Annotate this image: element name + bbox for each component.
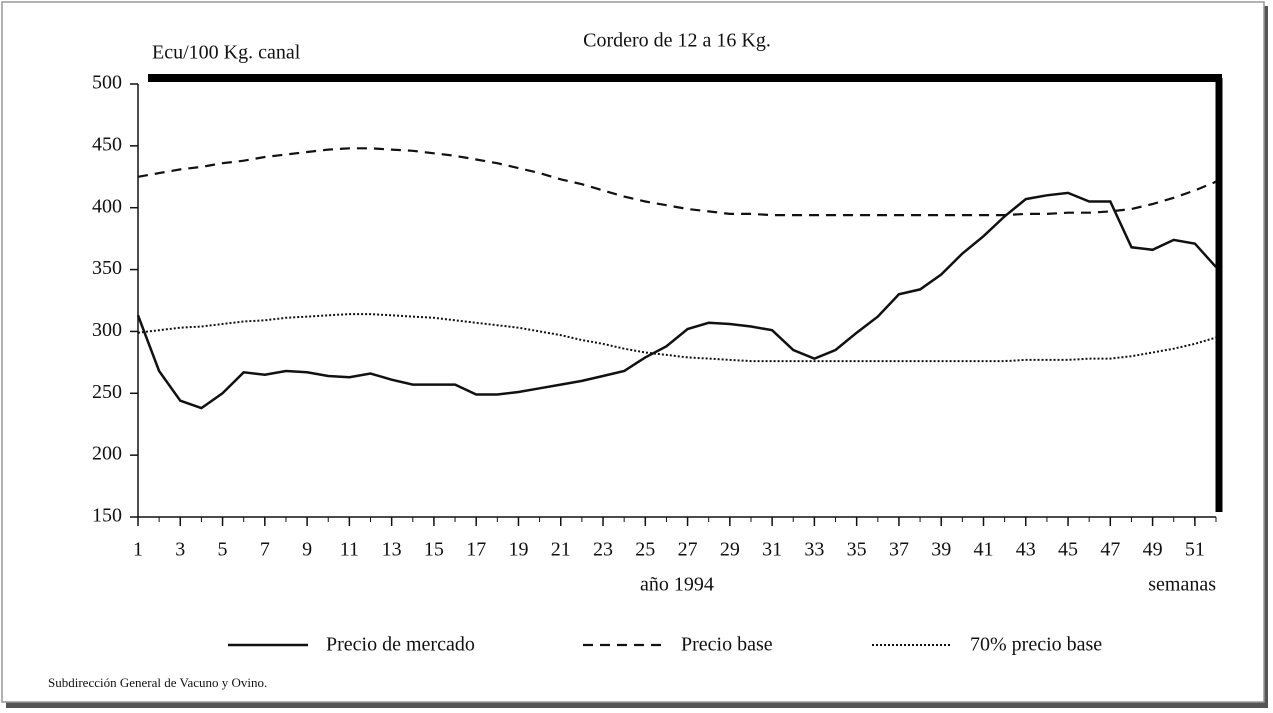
y-tick-label: 450 [92,133,122,155]
x-tick-label: 3 [175,539,185,561]
x-tick-label: 1 [133,539,143,561]
x-tick-label: 51 [1185,539,1205,561]
line-series [136,191,1217,410]
legend-label: Precio base [681,634,773,656]
source-note: Subdirección General de Vacuno y Ovino. [48,675,267,690]
x-tick-label: 27 [678,539,698,561]
frame [1,1,1265,703]
x-tick-label: 17 [466,539,486,561]
x-tick-label: 25 [635,539,655,561]
x-tick-label: 49 [1143,539,1163,561]
x-tick-label: 21 [551,539,571,561]
y-tick-label: 200 [92,443,122,465]
x-tick-label: 31 [762,539,782,561]
x-tick-label: 37 [889,539,909,561]
x-tick-label: 15 [424,539,444,561]
x-tick-label: 19 [508,539,528,561]
x-tick-label: 43 [1016,539,1036,561]
line-series [137,147,1217,217]
x-tick-label: 39 [931,539,951,561]
x-tick-label: 11 [340,539,359,561]
x-tick-label: 29 [720,539,740,561]
chart-title: Cordero de 12 a 16 Kg. [583,30,771,52]
x-tick-label: 33 [804,539,824,561]
y-tick-label: 150 [92,505,122,527]
x-tick-label: 35 [847,539,867,561]
y-tick-label: 300 [92,319,122,341]
x-tick-label: 7 [260,539,270,561]
y-tick-label: 350 [92,257,122,279]
y-tick-label: 250 [92,381,122,403]
legend-label: 70% precio base [970,634,1102,656]
x-tick-label: 41 [973,539,993,561]
x-tick-label: 9 [302,539,312,561]
line-series [137,313,1217,363]
x-tick-label: 45 [1058,539,1078,561]
y-tick-label: 400 [92,195,122,217]
x-tick-label: 13 [382,539,402,561]
y-axis-label: Ecu/100 Kg. canal [152,42,301,64]
legend-label: Precio de mercado [326,634,475,656]
x-tick-label: 5 [218,539,228,561]
x-unit-label: semanas [1148,574,1216,596]
y-tick-label: 500 [92,72,122,94]
x-tick-label: 47 [1100,539,1120,561]
x-tick-label: 23 [593,539,613,561]
x-axis-label: año 1994 [640,574,714,596]
